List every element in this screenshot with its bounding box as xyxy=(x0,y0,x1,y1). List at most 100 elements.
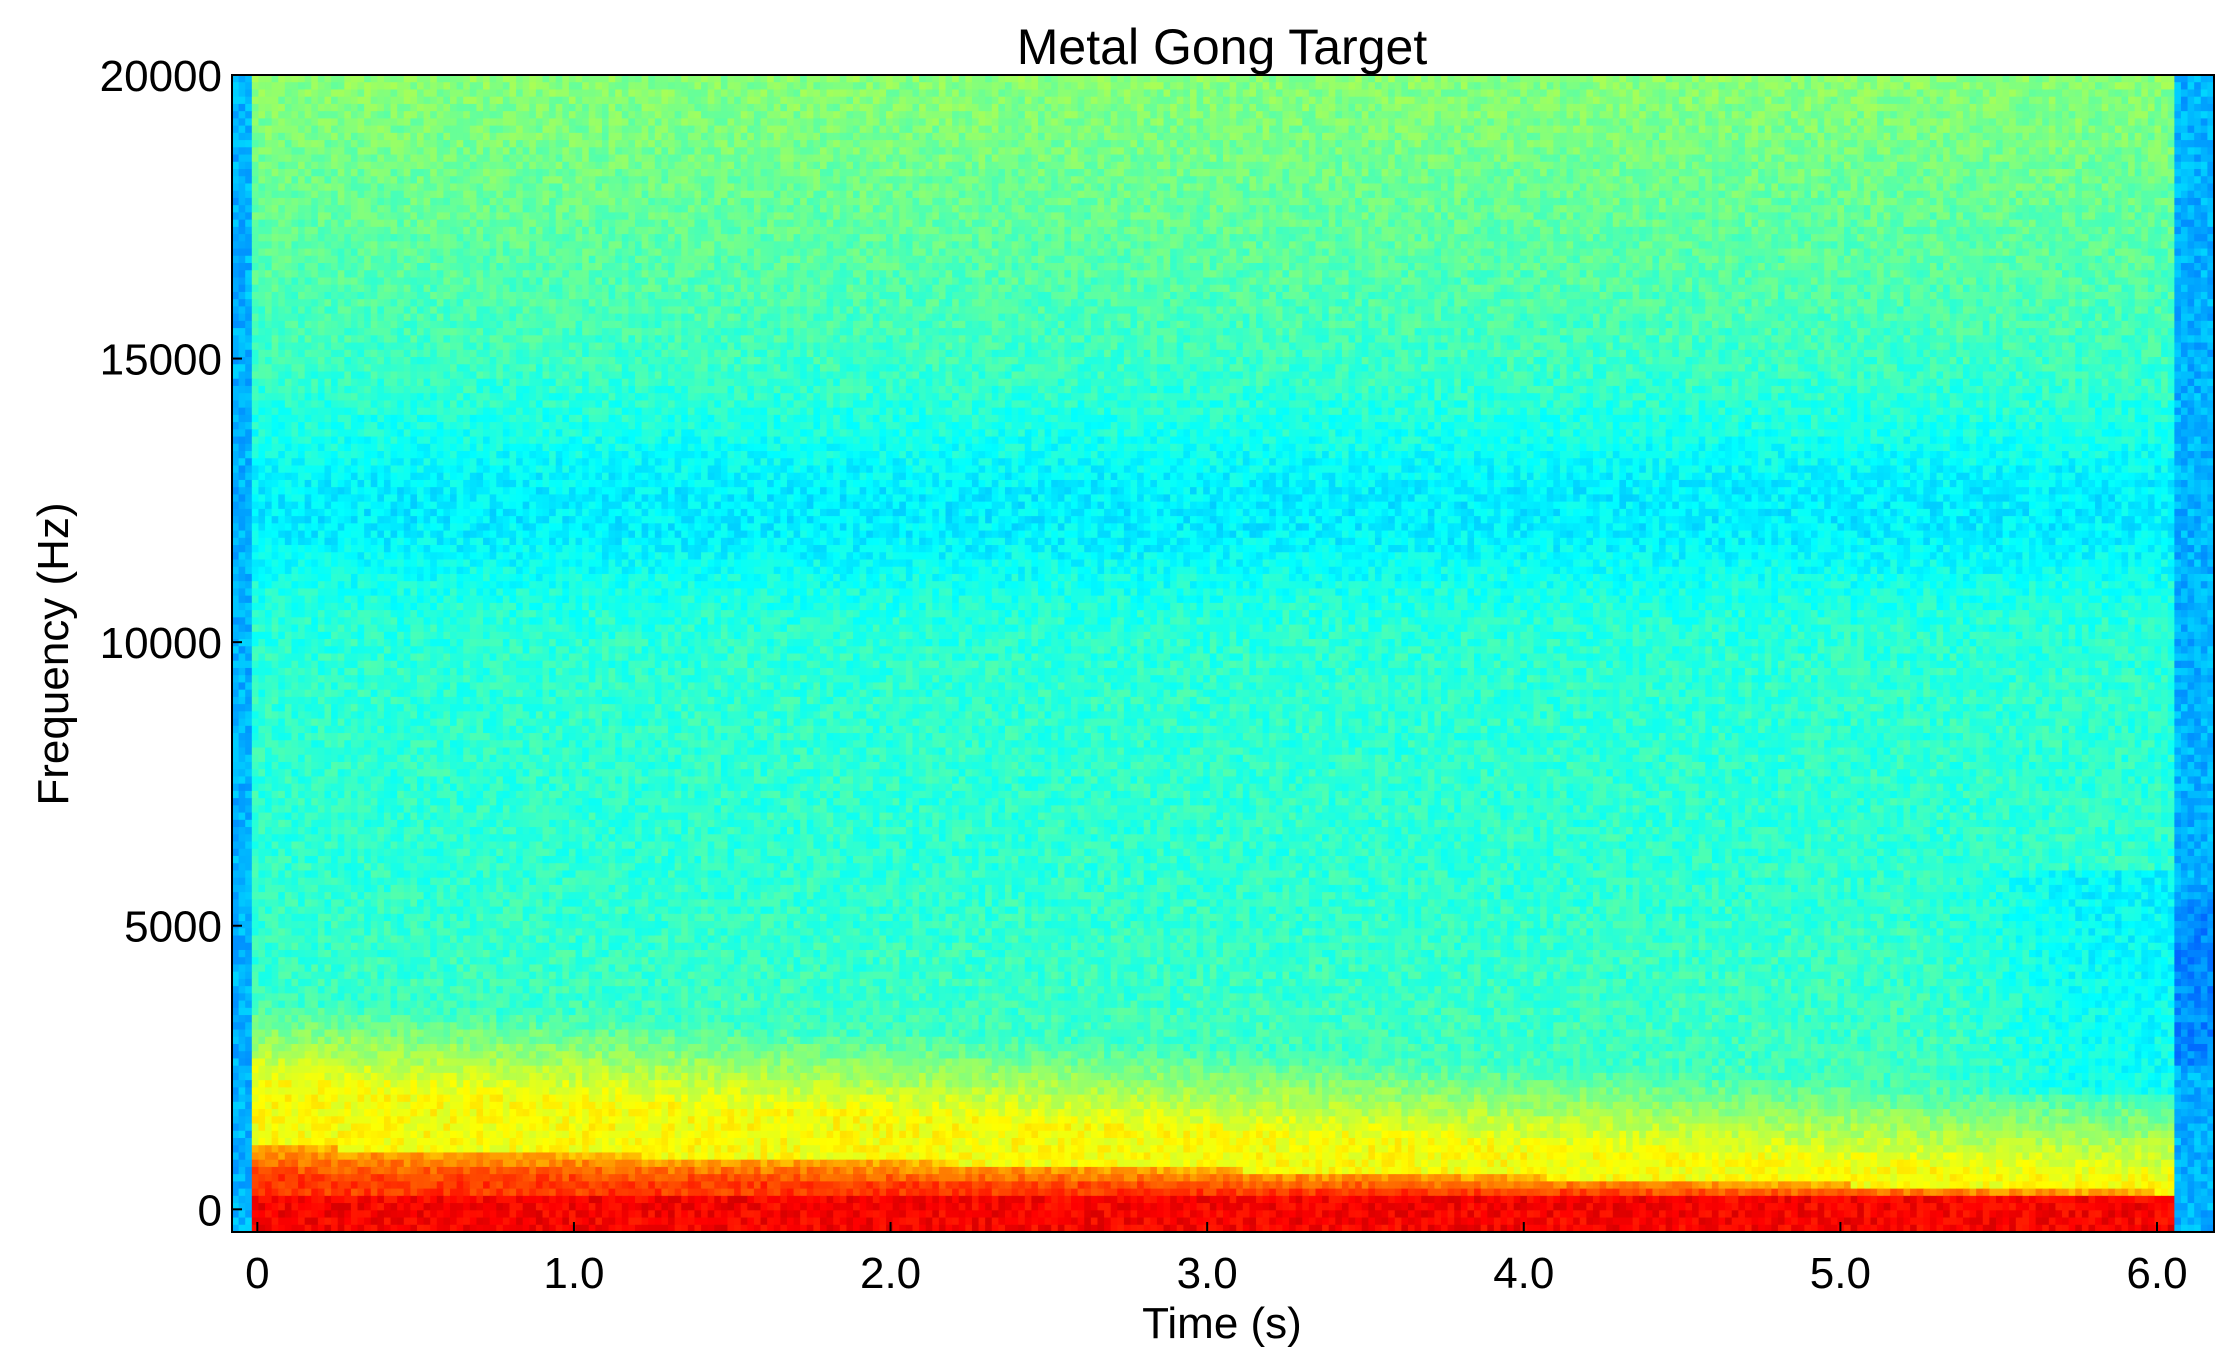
heatmap-cell xyxy=(1328,183,1336,192)
heatmap-cell xyxy=(2174,96,2182,105)
heatmap-cell xyxy=(390,161,398,170)
heatmap-cell xyxy=(1626,154,1634,163)
heatmap-cell xyxy=(1493,125,1502,134)
heatmap-cell xyxy=(1718,111,1726,119)
heatmap-cell xyxy=(588,183,596,192)
heatmap-cell xyxy=(2121,125,2129,134)
heatmap-cell xyxy=(1540,183,1548,192)
heatmap-cell xyxy=(1289,82,1297,91)
heatmap-cell xyxy=(1394,111,1402,119)
heatmap-cell xyxy=(245,176,253,185)
heatmap-cell xyxy=(793,111,801,119)
heatmap-cell xyxy=(1936,82,1944,91)
heatmap-cell xyxy=(535,125,544,134)
heatmap-cell xyxy=(1956,89,1964,98)
heatmap-cell xyxy=(1117,169,1125,177)
heatmap-cell xyxy=(1480,176,1488,185)
heatmap-cell xyxy=(1890,89,1898,98)
heatmap-cell xyxy=(727,96,735,105)
heatmap-cell xyxy=(1328,176,1336,185)
heatmap-cell xyxy=(1117,176,1125,185)
heatmap-cell xyxy=(1652,89,1660,98)
heatmap-cell xyxy=(423,75,431,83)
heatmap-cell xyxy=(1183,169,1191,177)
heatmap-cell xyxy=(1890,125,1898,134)
heatmap-cell xyxy=(2055,75,2063,83)
heatmap-cell xyxy=(2055,147,2063,156)
heatmap-cell xyxy=(1599,125,1607,134)
heatmap-cell xyxy=(1434,132,1442,141)
heatmap-cell xyxy=(1744,118,1753,127)
heatmap-cell xyxy=(258,147,266,156)
heatmap-cell xyxy=(2194,161,2202,170)
heatmap-cell xyxy=(1725,147,1733,156)
heatmap-cell xyxy=(1784,118,1792,127)
heatmap-cell xyxy=(1011,190,1019,199)
heatmap-cell xyxy=(1269,82,1277,91)
heatmap-cell xyxy=(2194,75,2202,83)
heatmap-cell xyxy=(727,118,735,127)
heatmap-cell xyxy=(1249,132,1257,141)
heatmap-cell xyxy=(463,176,471,185)
heatmap-cell xyxy=(1645,111,1654,119)
heatmap-cell xyxy=(522,96,530,105)
heatmap-cell xyxy=(773,169,781,177)
heatmap-cell xyxy=(1388,82,1396,91)
heatmap-cell xyxy=(1256,140,1264,148)
heatmap-cell xyxy=(463,118,471,127)
heatmap-cell xyxy=(1130,103,1138,112)
heatmap-cell xyxy=(654,82,663,91)
heatmap-cell xyxy=(1348,125,1356,134)
heatmap-cell xyxy=(1407,125,1416,134)
heatmap-cell xyxy=(1665,103,1673,112)
heatmap-cell xyxy=(1216,169,1224,177)
heatmap-cell xyxy=(1817,82,1825,91)
heatmap-cell xyxy=(2029,89,2037,98)
heatmap-cell xyxy=(1183,103,1191,112)
heatmap-cell xyxy=(1725,96,1733,105)
heatmap-cell xyxy=(2128,176,2136,185)
heatmap-cell xyxy=(886,140,894,148)
heatmap-cell xyxy=(416,169,425,177)
heatmap-cell xyxy=(1051,161,1059,170)
heatmap-cell xyxy=(1731,82,1739,91)
heatmap-cell xyxy=(1863,132,1872,141)
heatmap-cell xyxy=(1394,75,1402,83)
heatmap-cell xyxy=(1592,89,1601,98)
heatmap-cell xyxy=(1493,176,1502,185)
heatmap-cell xyxy=(1619,161,1627,170)
heatmap-cell xyxy=(648,111,656,119)
heatmap-cell xyxy=(291,75,299,83)
heatmap-cell xyxy=(2114,132,2123,141)
heatmap-cell xyxy=(1685,96,1693,105)
heatmap-cell xyxy=(687,183,696,192)
heatmap-cell xyxy=(1209,147,1217,156)
heatmap-cell xyxy=(2114,154,2123,163)
heatmap-cell xyxy=(1507,169,1515,177)
heatmap-cell xyxy=(866,103,874,112)
heatmap-cell xyxy=(423,118,431,127)
heatmap-cell xyxy=(469,96,478,105)
heatmap-cell xyxy=(991,161,999,170)
heatmap-cell xyxy=(1883,140,1891,148)
heatmap-cell xyxy=(1513,75,1521,83)
heatmap-cell xyxy=(1064,75,1072,83)
heatmap-cell xyxy=(582,132,590,141)
heatmap-cell xyxy=(2048,140,2057,148)
heatmap-cell xyxy=(839,89,848,98)
heatmap-cell xyxy=(2174,169,2182,177)
heatmap-cell xyxy=(635,103,643,112)
heatmap-cell xyxy=(720,154,729,163)
heatmap-cell xyxy=(1335,190,1343,199)
heatmap-cell xyxy=(971,103,980,112)
heatmap-cell xyxy=(998,82,1006,91)
heatmap-cell xyxy=(2147,132,2156,141)
heatmap-cell xyxy=(258,190,266,199)
heatmap-cell xyxy=(1890,147,1898,156)
heatmap-cell xyxy=(476,103,484,112)
heatmap-cell xyxy=(1269,118,1277,127)
heatmap-cell xyxy=(1361,125,1369,134)
heatmap-cell xyxy=(1216,111,1224,119)
heatmap-cell xyxy=(701,147,709,156)
heatmap-cell xyxy=(1943,147,1951,156)
